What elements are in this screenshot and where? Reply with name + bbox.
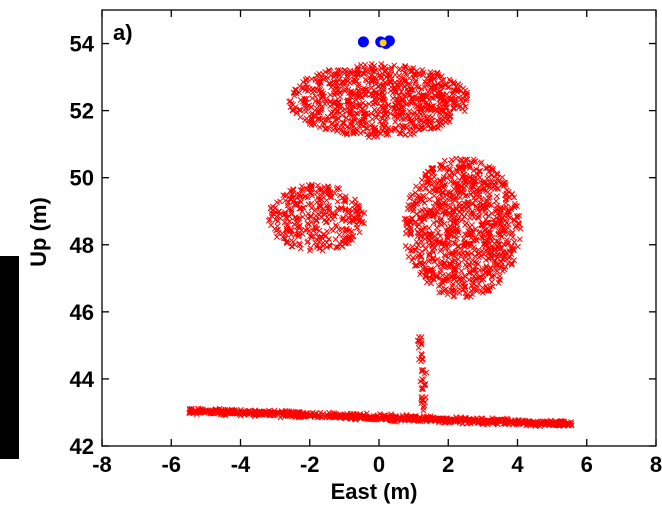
scatter-points (186, 60, 575, 430)
y-tick-label: 52 (70, 99, 94, 124)
y-axis-title: Up (m) (26, 197, 51, 267)
x-tick-label: 4 (511, 452, 524, 477)
circle-marker (357, 36, 369, 48)
panel-label: a) (113, 20, 133, 45)
x-tick-label: 6 (581, 452, 593, 477)
x-tick-label: -4 (231, 452, 251, 477)
y-tick-label: 46 (70, 300, 94, 325)
x-tick-label: 2 (442, 452, 454, 477)
top-markers (357, 35, 395, 50)
x-tick-label: -2 (300, 452, 320, 477)
y-tick-label: 42 (70, 434, 94, 459)
y-tick-label: 50 (70, 166, 94, 191)
x-axis-title: East (m) (331, 479, 418, 504)
x-tick-label: -6 (161, 452, 181, 477)
y-tick-label: 48 (70, 233, 94, 258)
x-tick-label: 8 (650, 452, 662, 477)
x-tick-label: -8 (92, 452, 112, 477)
y-tick-label: 44 (70, 367, 95, 392)
x-tick-label: 0 (373, 452, 385, 477)
y-tick-label: 54 (70, 32, 95, 57)
red-x-point-cloud (186, 60, 575, 430)
side-image-strip (0, 256, 19, 459)
circle-marker (379, 39, 387, 47)
